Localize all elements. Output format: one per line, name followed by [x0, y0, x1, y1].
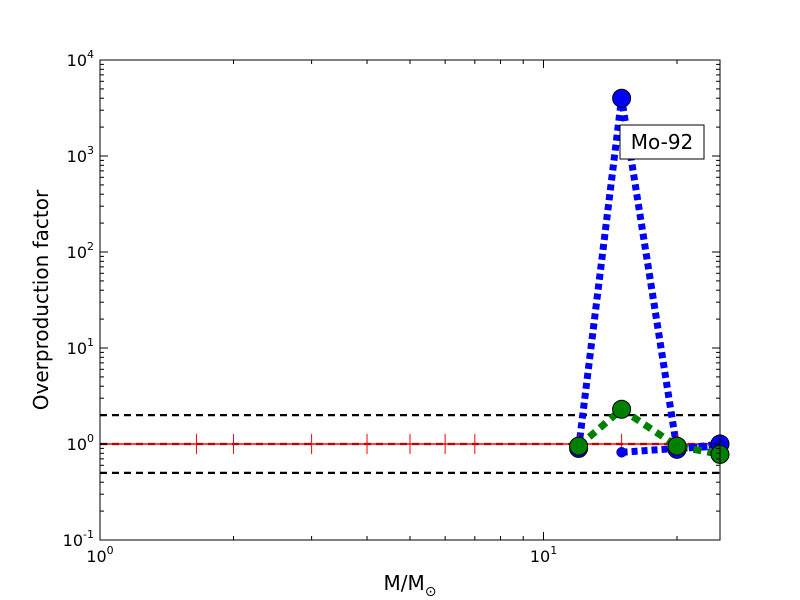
annotation-frame — [619, 124, 705, 160]
annotation-box: Mo-92 — [619, 124, 705, 160]
series-3-point-1 — [612, 399, 632, 419]
y-tick-label-0: 10-1 — [63, 528, 94, 550]
series-1-point-1 — [612, 88, 632, 108]
y-tick-label-5: 104 — [67, 48, 94, 70]
series-2-point-0 — [616, 447, 627, 458]
x-axis-label-subscript: ⊙ — [425, 584, 437, 600]
x-axis-label: M/M⊙ — [384, 571, 437, 600]
annotation-label: Mo-92 — [631, 130, 694, 154]
series-1-line — [575, 97, 721, 454]
series-3-line — [576, 404, 721, 458]
series-layer — [99, 88, 730, 464]
y-tick-label-3: 102 — [67, 240, 94, 262]
series-3-point-0 — [569, 436, 589, 456]
y-tick-label-1: 100 — [67, 432, 94, 454]
y-tick-label-2: 101 — [67, 336, 94, 358]
y-tick-label-4: 103 — [67, 144, 94, 166]
x-tick-label-1: 101 — [530, 544, 557, 566]
y-axis-label: Overproduction factor — [29, 189, 53, 410]
x-tick-label-0: 100 — [86, 544, 113, 566]
axis-ticks — [99, 59, 720, 541]
x-axis-label-main: M/M — [384, 571, 425, 595]
series-3-point-2 — [667, 436, 687, 456]
